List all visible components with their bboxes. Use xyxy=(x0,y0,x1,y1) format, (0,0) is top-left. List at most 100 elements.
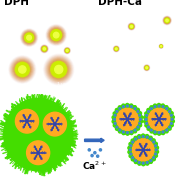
Circle shape xyxy=(126,118,129,120)
Circle shape xyxy=(25,34,33,41)
Circle shape xyxy=(145,66,148,69)
Circle shape xyxy=(158,105,160,107)
Circle shape xyxy=(144,65,149,70)
Circle shape xyxy=(65,48,69,53)
Circle shape xyxy=(148,111,149,112)
Circle shape xyxy=(158,132,160,134)
Circle shape xyxy=(45,56,72,83)
Circle shape xyxy=(56,34,57,36)
Text: DPH: DPH xyxy=(4,0,29,8)
Circle shape xyxy=(27,36,31,40)
Circle shape xyxy=(43,48,46,50)
Circle shape xyxy=(67,50,68,51)
Circle shape xyxy=(145,67,148,69)
Circle shape xyxy=(115,47,118,50)
Circle shape xyxy=(57,68,60,71)
Circle shape xyxy=(19,66,26,73)
Circle shape xyxy=(169,126,170,128)
Circle shape xyxy=(171,119,173,120)
Circle shape xyxy=(129,24,134,29)
Circle shape xyxy=(114,47,118,51)
Circle shape xyxy=(55,66,62,73)
Circle shape xyxy=(138,162,140,163)
Circle shape xyxy=(55,34,57,36)
Circle shape xyxy=(166,19,169,22)
Circle shape xyxy=(165,19,169,22)
Circle shape xyxy=(115,48,117,50)
Circle shape xyxy=(160,45,162,47)
Circle shape xyxy=(145,66,148,69)
Circle shape xyxy=(52,63,65,76)
Circle shape xyxy=(161,46,162,47)
Circle shape xyxy=(144,65,149,70)
Circle shape xyxy=(41,46,47,52)
Circle shape xyxy=(129,149,131,151)
Circle shape xyxy=(160,45,162,47)
Text: Ca$^{2+}$: Ca$^{2+}$ xyxy=(82,160,107,172)
Circle shape xyxy=(49,28,64,43)
Circle shape xyxy=(146,67,147,69)
Circle shape xyxy=(91,154,93,157)
Circle shape xyxy=(54,123,56,125)
Circle shape xyxy=(43,48,45,50)
Circle shape xyxy=(115,48,117,50)
Circle shape xyxy=(146,67,148,69)
Circle shape xyxy=(115,48,118,50)
Circle shape xyxy=(47,58,70,81)
Circle shape xyxy=(28,36,31,39)
Circle shape xyxy=(51,30,61,40)
Circle shape xyxy=(43,48,45,50)
Polygon shape xyxy=(112,103,143,135)
Circle shape xyxy=(19,66,25,73)
Circle shape xyxy=(54,65,63,74)
Circle shape xyxy=(12,59,33,80)
Circle shape xyxy=(115,47,118,50)
Circle shape xyxy=(131,137,155,163)
Text: 1 μm: 1 μm xyxy=(151,82,162,86)
Circle shape xyxy=(29,37,30,38)
Circle shape xyxy=(65,48,70,53)
Circle shape xyxy=(131,106,132,108)
Circle shape xyxy=(153,141,155,143)
Circle shape xyxy=(166,19,168,22)
Circle shape xyxy=(155,153,156,155)
Circle shape xyxy=(146,67,147,68)
Circle shape xyxy=(160,45,163,48)
Circle shape xyxy=(10,57,34,82)
Circle shape xyxy=(130,25,133,28)
Text: DPH-Ca: DPH-Ca xyxy=(98,0,142,8)
Circle shape xyxy=(58,69,60,70)
Circle shape xyxy=(135,160,137,162)
Circle shape xyxy=(116,48,117,49)
Circle shape xyxy=(155,145,156,147)
Circle shape xyxy=(117,108,138,130)
Circle shape xyxy=(23,31,35,44)
Circle shape xyxy=(146,67,148,69)
Circle shape xyxy=(134,129,136,131)
Circle shape xyxy=(27,35,31,40)
Circle shape xyxy=(159,45,163,48)
Circle shape xyxy=(20,67,25,72)
Circle shape xyxy=(137,126,139,128)
Ellipse shape xyxy=(4,98,73,171)
Circle shape xyxy=(160,45,162,47)
Circle shape xyxy=(18,65,26,74)
Circle shape xyxy=(67,50,68,51)
Circle shape xyxy=(43,112,66,136)
Circle shape xyxy=(169,111,170,112)
Circle shape xyxy=(13,60,32,79)
Circle shape xyxy=(160,45,163,48)
Circle shape xyxy=(27,141,50,165)
Circle shape xyxy=(129,24,134,29)
Circle shape xyxy=(160,45,162,48)
Circle shape xyxy=(131,26,132,27)
Circle shape xyxy=(139,114,141,116)
Circle shape xyxy=(22,30,36,45)
Circle shape xyxy=(11,58,33,81)
Circle shape xyxy=(42,46,47,51)
Circle shape xyxy=(65,49,69,53)
Circle shape xyxy=(114,46,119,52)
Circle shape xyxy=(41,45,48,52)
Circle shape xyxy=(146,114,147,116)
Circle shape xyxy=(130,25,133,28)
